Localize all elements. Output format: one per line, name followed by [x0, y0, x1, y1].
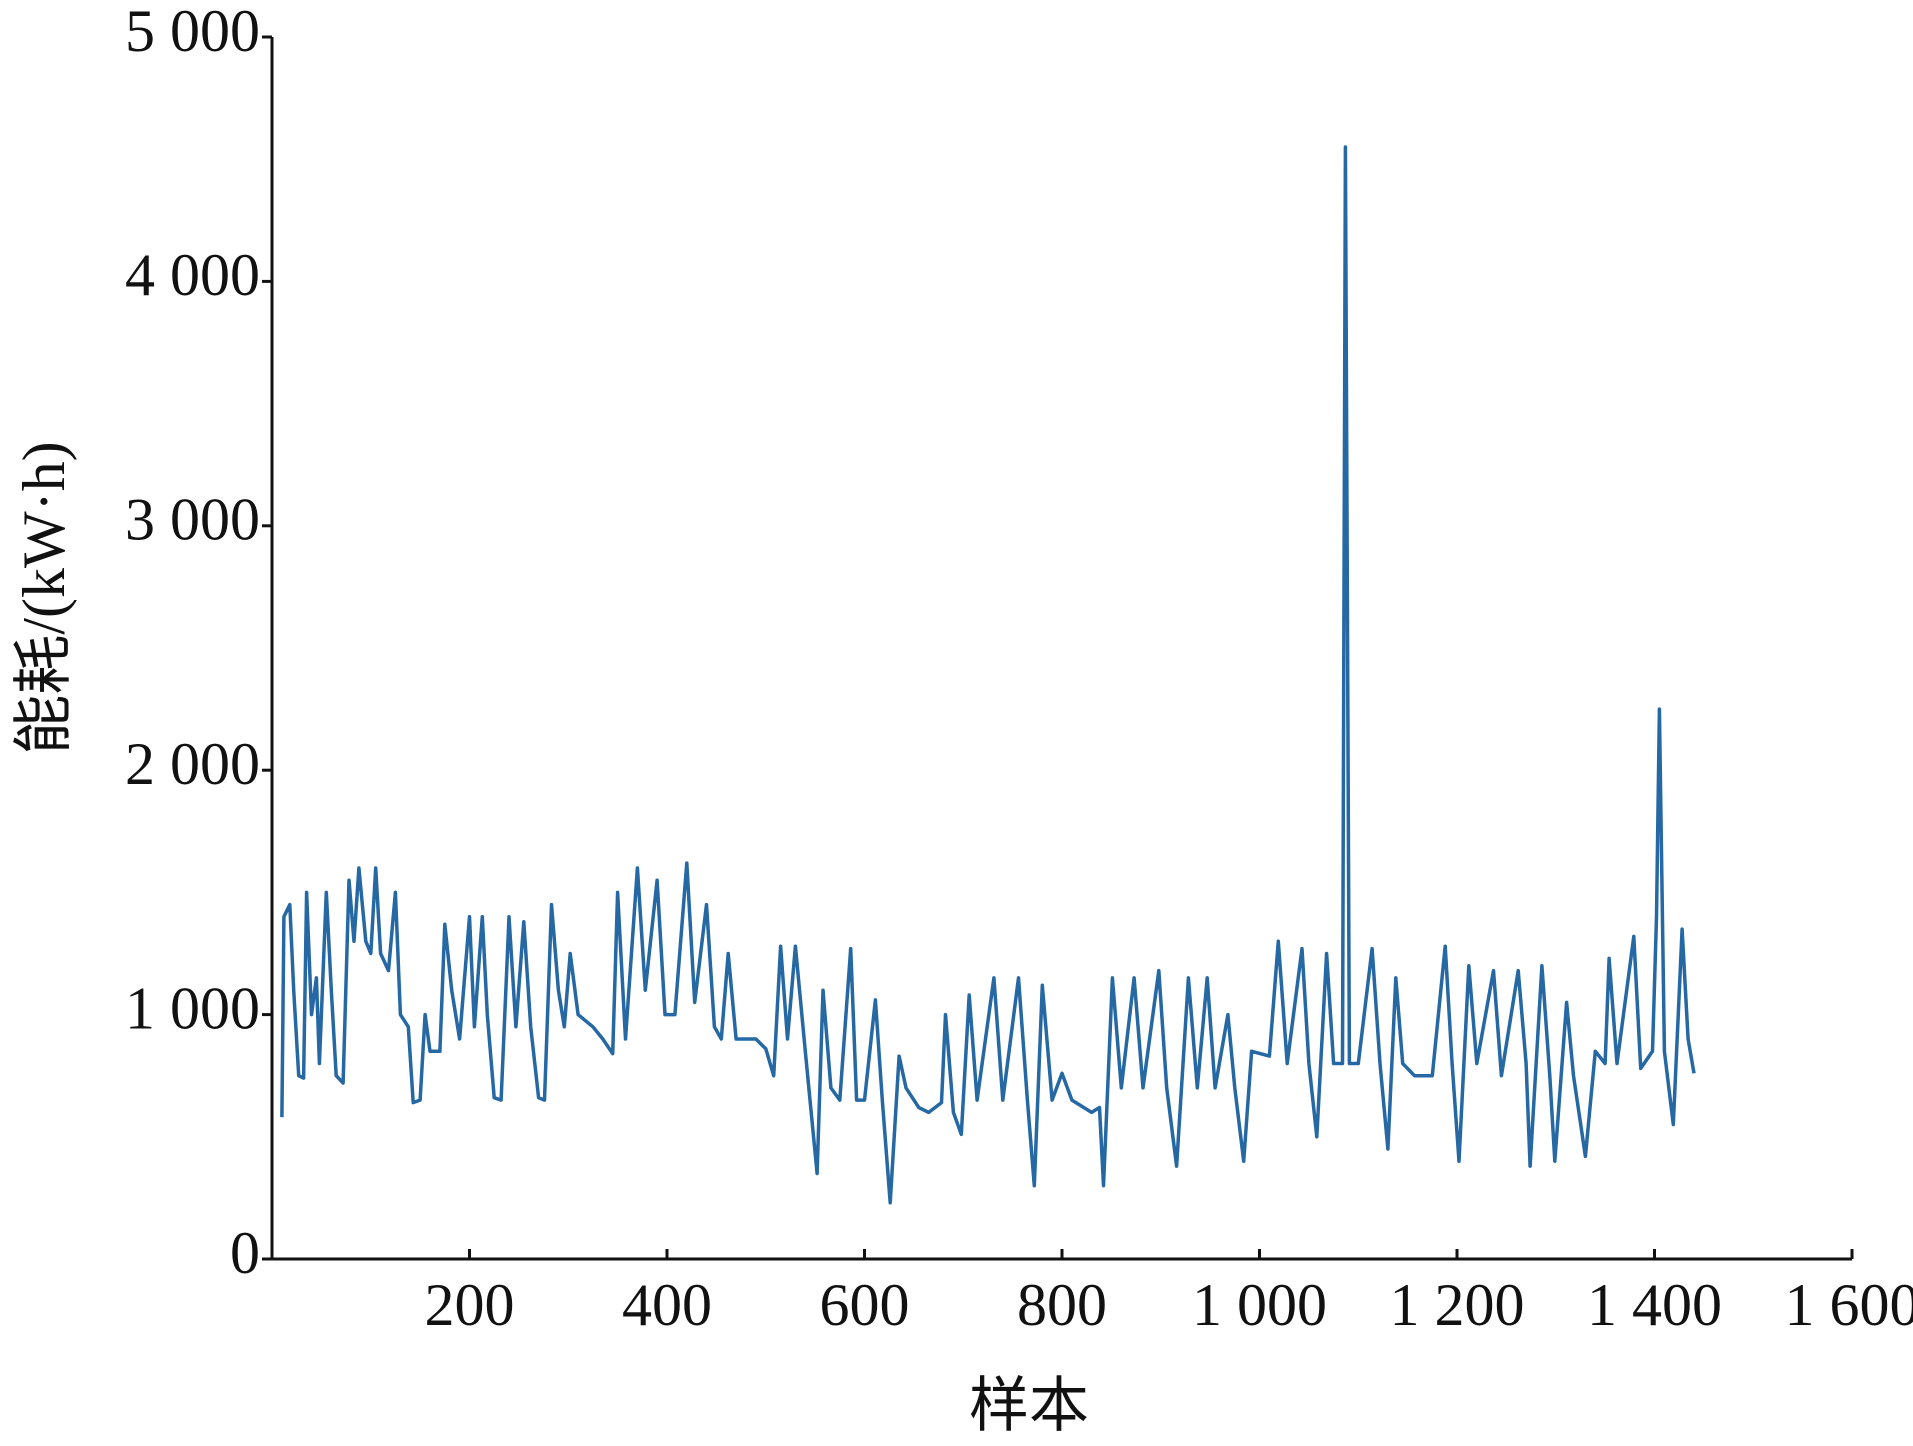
- x-tick-label: 1 600: [1785, 1272, 1913, 1338]
- x-tick-label: 400: [622, 1272, 712, 1338]
- y-tick-label: 3 000: [125, 487, 260, 553]
- y-axis-label: 能耗/(kW·h): [11, 441, 77, 754]
- x-tick-label: 800: [1017, 1272, 1107, 1338]
- y-tick-label: 0: [230, 1220, 260, 1286]
- y-tick-label: 2 000: [125, 731, 260, 797]
- x-tick-label: 200: [425, 1272, 515, 1338]
- x-tick-label: 1 400: [1587, 1272, 1722, 1338]
- y-tick-label: 1 000: [125, 975, 260, 1041]
- x-tick-label: 1 000: [1192, 1272, 1327, 1338]
- y-tick-label: 4 000: [125, 242, 260, 308]
- data-line: [280, 145, 1696, 1205]
- x-tick-label: 1 200: [1390, 1272, 1525, 1338]
- y-tick-label: 5 000: [125, 0, 260, 64]
- x-tick-label: 600: [820, 1272, 910, 1338]
- x-axis-label: 样本: [969, 1373, 1089, 1439]
